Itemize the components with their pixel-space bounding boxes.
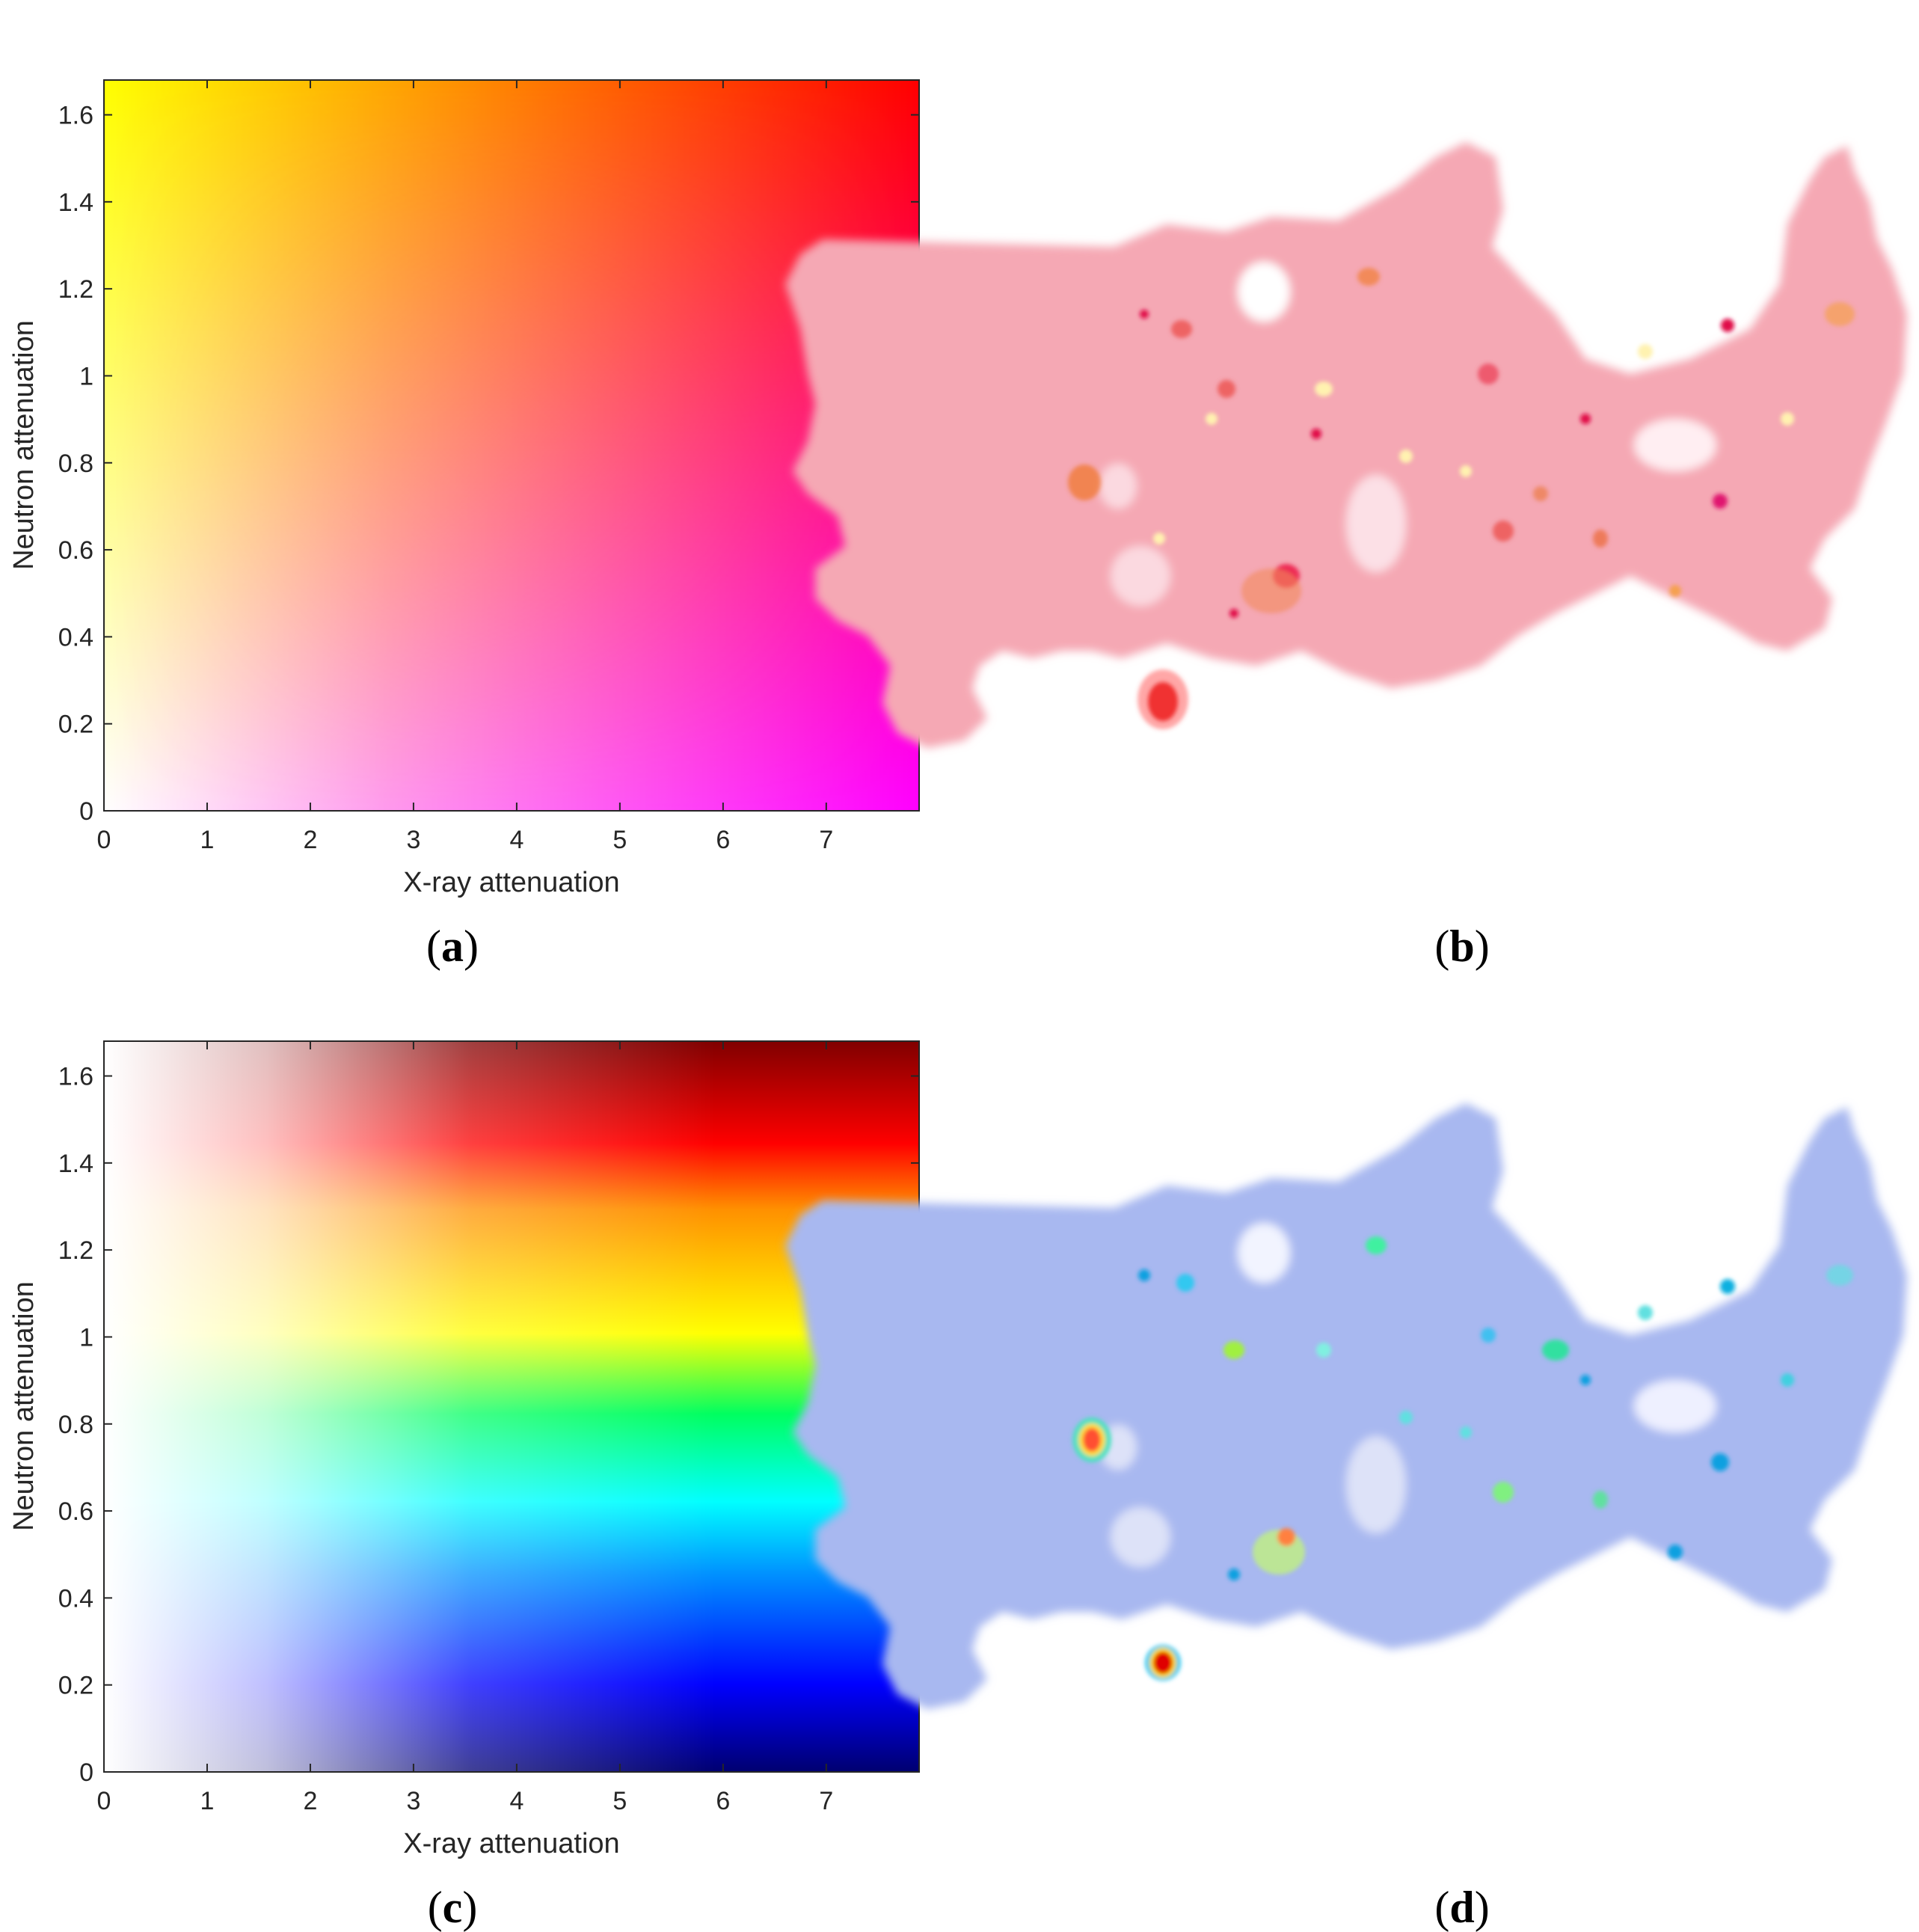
sample-d-body bbox=[785, 1103, 1907, 1709]
chart-c-xlabel: X-ray attenuation bbox=[403, 1828, 619, 1859]
c-x-tick-label: 1 bbox=[200, 1787, 215, 1815]
c-y-tick-label: 1.4 bbox=[58, 1150, 93, 1178]
chart-c-x-ticks: 0 1 2 3 4 5 6 7 bbox=[97, 1041, 833, 1815]
a-y-tick-label: 0.8 bbox=[58, 450, 93, 478]
panel-label-d: (d) bbox=[1434, 1883, 1489, 1932]
chart-a-ylabel: Neutron attenuation bbox=[8, 320, 40, 570]
a-y-tick-label: 0 bbox=[79, 797, 93, 826]
a-y-tick-label: 0.6 bbox=[58, 536, 93, 565]
c-x-tick-label: 0 bbox=[97, 1787, 111, 1815]
c-y-tick-label: 0 bbox=[79, 1758, 93, 1787]
a-y-tick-label: 1.4 bbox=[58, 188, 93, 217]
a-x-tick-label: 6 bbox=[716, 826, 730, 854]
c-y-tick-label: 0.2 bbox=[58, 1672, 93, 1700]
c-y-tick-label: 1.2 bbox=[58, 1236, 93, 1265]
a-x-tick-label: 3 bbox=[406, 826, 420, 854]
a-x-tick-label: 2 bbox=[303, 826, 317, 854]
c-y-tick-label: 0.4 bbox=[58, 1584, 93, 1613]
chart-c-ylabel: Neutron attenuation bbox=[8, 1281, 40, 1531]
c-y-tick-label: 1 bbox=[79, 1323, 93, 1352]
c-x-tick-label: 3 bbox=[406, 1787, 420, 1815]
c-x-tick-label: 4 bbox=[509, 1787, 523, 1815]
a-x-tick-label: 5 bbox=[612, 826, 627, 854]
a-y-tick-label: 0.4 bbox=[58, 623, 93, 651]
c-x-tick-label: 2 bbox=[303, 1787, 317, 1815]
chart-a-xlabel: X-ray attenuation bbox=[403, 867, 619, 898]
chart-a-x-ticks: 0 1 2 3 4 5 6 7 bbox=[97, 80, 833, 854]
a-x-tick-label: 7 bbox=[819, 826, 833, 854]
a-x-tick-label: 4 bbox=[509, 826, 523, 854]
a-x-tick-label: 1 bbox=[200, 826, 215, 854]
a-y-tick-label: 1.2 bbox=[58, 275, 93, 304]
a-y-tick-label: 1 bbox=[79, 362, 93, 390]
c-x-tick-label: 6 bbox=[716, 1787, 730, 1815]
panel-label-b: (b) bbox=[1434, 921, 1489, 971]
c-x-tick-label: 5 bbox=[612, 1787, 627, 1815]
c-x-tick-label: 7 bbox=[819, 1787, 833, 1815]
panel-b-image bbox=[785, 142, 1907, 748]
c-y-tick-label: 0.8 bbox=[58, 1411, 93, 1439]
c-y-tick-label: 1.6 bbox=[58, 1063, 93, 1091]
a-y-tick-label: 0.2 bbox=[58, 711, 93, 739]
c-y-tick-label: 0.6 bbox=[58, 1497, 93, 1526]
chart-a: 0 1 2 3 4 5 6 7 0 0.2 0.4 0.6 0.8 1 1.2 1.4 1.6 X-ray a… bbox=[8, 79, 920, 898]
chart-c: 0 1 2 3 4 5 6 7 0 0.2 0.4 0.6 0.8 1 1.2 1.4 1.6 X-ray a… bbox=[8, 1040, 920, 1859]
chart-c-heatmap-white bbox=[104, 1041, 919, 1772]
a-x-tick-label: 0 bbox=[97, 826, 111, 854]
chart-a-heatmap-bottom bbox=[104, 80, 919, 811]
chart-a-y-ticks: 0 0.2 0.4 0.6 0.8 1 1.2 1.4 1.6 bbox=[58, 102, 919, 826]
a-y-tick-label: 1.6 bbox=[58, 102, 93, 130]
sample-b-body bbox=[785, 142, 1907, 748]
panel-label-c: (c) bbox=[428, 1883, 478, 1932]
panel-label-a: (a) bbox=[426, 921, 479, 971]
panel-d-image bbox=[785, 1103, 1907, 1709]
